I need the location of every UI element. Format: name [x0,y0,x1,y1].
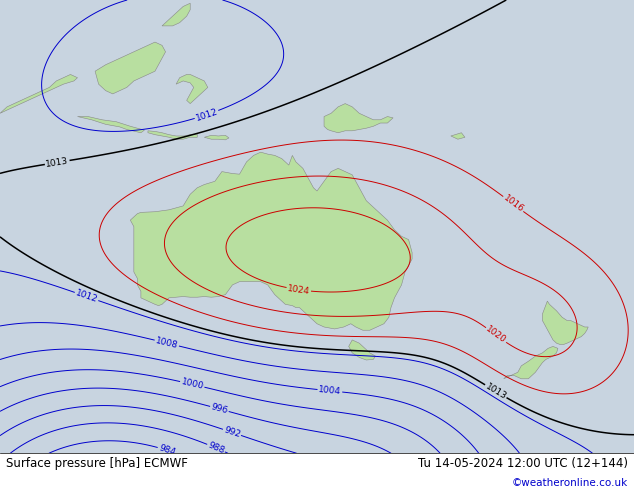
Polygon shape [0,74,77,113]
Text: 1000: 1000 [180,377,205,392]
Text: 996: 996 [210,402,229,416]
Text: Tu 14-05-2024 12:00 UTC (12+144): Tu 14-05-2024 12:00 UTC (12+144) [418,457,628,469]
Polygon shape [176,74,208,103]
Text: 988: 988 [207,441,226,456]
Text: 1004: 1004 [318,385,342,396]
Polygon shape [324,103,393,133]
Text: 1008: 1008 [155,336,179,350]
Text: 1024: 1024 [287,284,311,296]
Polygon shape [77,117,145,133]
Polygon shape [204,135,229,140]
Text: 1016: 1016 [501,194,525,215]
Polygon shape [451,133,465,139]
Text: 1012: 1012 [194,107,219,122]
Text: Surface pressure [hPa] ECMWF: Surface pressure [hPa] ECMWF [6,457,188,469]
Polygon shape [131,152,412,330]
Text: ©weatheronline.co.uk: ©weatheronline.co.uk [512,478,628,488]
Text: 1012: 1012 [74,289,99,304]
Polygon shape [503,346,558,379]
Polygon shape [162,3,190,26]
Text: 984: 984 [157,443,176,457]
Text: 1020: 1020 [484,325,508,345]
Text: 1013: 1013 [484,382,508,401]
Text: 992: 992 [223,425,242,440]
Polygon shape [148,131,197,139]
Polygon shape [95,42,165,94]
Polygon shape [349,340,375,360]
Text: 1013: 1013 [45,156,69,169]
Polygon shape [543,301,588,344]
